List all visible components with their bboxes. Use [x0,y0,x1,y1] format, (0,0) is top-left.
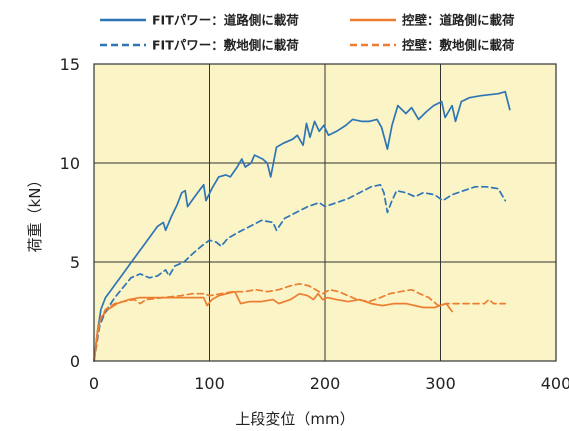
series-layer [93,90,511,362]
y-tick-label: 0 [70,352,80,371]
x-tick-label: 400 [541,374,569,393]
x-axis-title: 上段変位（mm） [235,410,354,428]
tick-labels: 0 100 200 300 400 0 5 10 15 [60,55,569,393]
series-line-4 [93,282,507,362]
y-tick-label: 5 [70,253,80,272]
series-line-1 [93,90,511,362]
chart-legend: FITパワー：道路側に載荷 控壁：道路側に載荷 FITパワー：敷地側に載荷 控壁：敷地… [100,13,515,53]
x-tick-label: 300 [425,374,456,393]
legend-label: FITパワー：敷地側に載荷 [152,38,299,53]
y-tick-label: 15 [60,55,80,74]
legend-label: 控壁：敷地側に載荷 [402,38,515,53]
x-tick-label: 0 [89,374,99,393]
legend-label: FITパワー：道路側に載荷 [152,13,299,28]
y-axis-title: 荷重（kN） [26,173,44,253]
x-tick-label: 100 [194,374,225,393]
series-line-2 [93,290,453,362]
series-line-3 [93,183,507,362]
x-tick-label: 200 [310,374,341,393]
gridlines [94,64,556,361]
y-tick-label: 10 [60,154,80,173]
legend-label: 控壁：道路側に載荷 [402,13,515,28]
plot-frame [93,63,557,362]
